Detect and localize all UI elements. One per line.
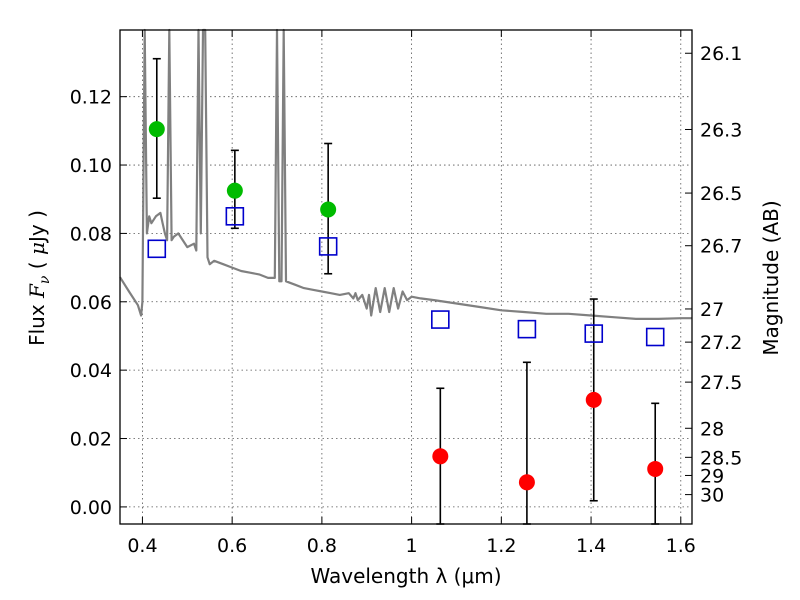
y-tick-label: 0.06 (70, 292, 112, 314)
model-point (645, 327, 665, 347)
data-markers (147, 121, 665, 491)
right-tick-label: 28.5 (700, 447, 742, 469)
model-point (318, 237, 338, 256)
data-point (320, 201, 337, 218)
y-tick-label: 0.00 (70, 497, 112, 519)
right-tick-label: 27 (700, 299, 724, 321)
data-point (226, 182, 243, 199)
model-point (225, 207, 245, 226)
axis-ticks: 0.4 0.6 0.8 1 1.2 1.4 1.6 0.00 0.02 0.04 0.06 0.08 0… (70, 30, 742, 557)
y-axis-label-right: Magnitude (AB) (759, 200, 783, 355)
y-tick-label: 0.10 (70, 155, 112, 177)
model-point (147, 239, 167, 259)
right-tick-label: 26.5 (700, 183, 742, 205)
plot-frame (119, 29, 693, 525)
right-tick-label: 29 (700, 465, 724, 487)
x-tick-label: 1.2 (486, 535, 516, 557)
data-point (518, 474, 535, 491)
x-tick-label: 1 (406, 535, 418, 557)
data-point (647, 460, 664, 477)
right-tick-label: 30 (700, 485, 724, 507)
x-tick-label: 1.4 (576, 535, 606, 557)
model-point (517, 319, 537, 339)
y-tick-label: 0.04 (70, 360, 112, 382)
y-tick-label: 0.02 (70, 429, 112, 451)
y-tick-label: 0.08 (70, 223, 112, 245)
x-tick-label: 1.6 (666, 535, 696, 557)
model-point (431, 310, 450, 329)
x-tick-label: 0.4 (127, 535, 157, 557)
x-axis-label: Wavelength λ (μm) (310, 564, 501, 588)
right-tick-label: 27.2 (700, 332, 742, 354)
right-tick-label: 28 (700, 418, 724, 440)
data-point (585, 391, 602, 408)
y-axis-label-left: Flux Fν ( μJy ) (25, 210, 53, 346)
y-tick-label: 0.12 (70, 87, 112, 109)
right-tick-label: 26.7 (700, 236, 742, 258)
x-tick-label: 0.6 (217, 535, 247, 557)
data-point (432, 448, 449, 465)
data-point (148, 121, 165, 138)
x-tick-label: 0.8 (307, 535, 337, 557)
right-tick-label: 27.5 (700, 372, 742, 394)
grid (120, 30, 692, 524)
right-tick-label: 26.3 (700, 119, 742, 141)
model-point (584, 324, 604, 343)
right-tick-label: 26.1 (700, 43, 742, 65)
